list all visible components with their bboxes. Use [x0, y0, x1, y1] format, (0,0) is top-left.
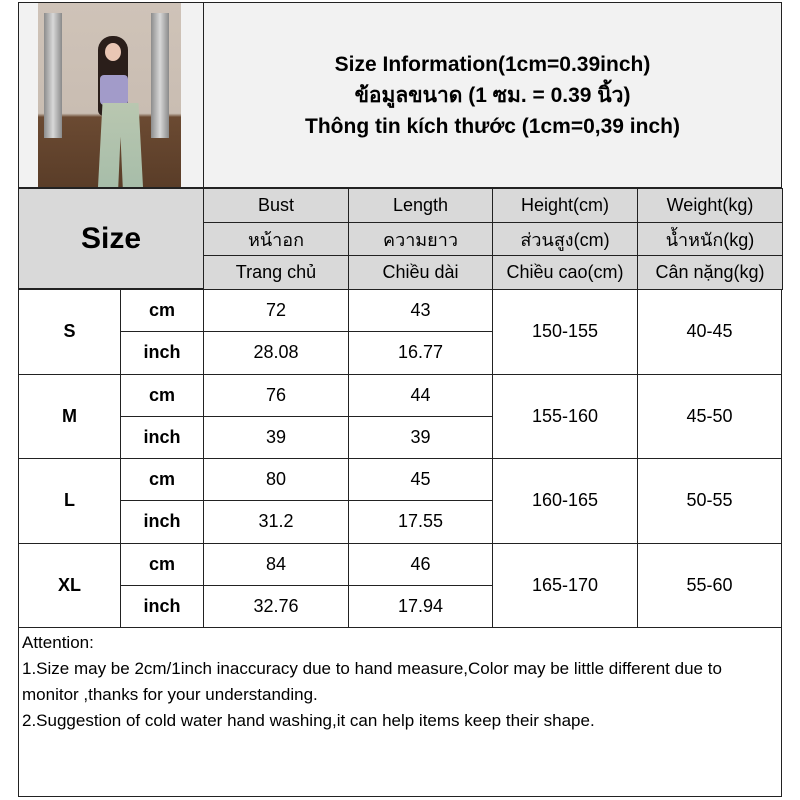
attention-notes: Attention: 1.Size may be 2cm/1inch inacc… [18, 627, 782, 797]
bust-inch: 31.2 [203, 500, 349, 544]
length-cm: 44 [348, 373, 493, 417]
attention-heading: Attention: [22, 633, 94, 652]
size-name: XL [18, 542, 121, 628]
bust-inch: 39 [203, 415, 349, 459]
weight-range: 45-50 [637, 373, 782, 459]
column-header-en: Weight(kg) [637, 188, 783, 223]
height-range: 165-170 [492, 542, 638, 628]
length-cm: 46 [348, 542, 493, 586]
bust-cm: 80 [203, 458, 349, 502]
title-english: Size Information(1cm=0.39inch) [334, 52, 651, 76]
weight-range: 40-45 [637, 289, 782, 375]
attention-note-1: 1.Size may be 2cm/1inch inaccuracy due t… [22, 659, 722, 704]
model-shirt [100, 75, 128, 105]
unit-inch: inch [120, 415, 204, 459]
column-header-vi: Trang chủ [203, 255, 349, 290]
column-header-th: หน้าอก [203, 222, 349, 256]
column-header-en: Bust [203, 188, 349, 223]
height-range: 150-155 [492, 289, 638, 375]
column-header-vi: Chiều dài [348, 255, 493, 290]
size-header: Size [18, 188, 204, 289]
column-header-vi: Chiều cao(cm) [492, 255, 638, 290]
column-header-th: ส่วนสูง(cm) [492, 222, 638, 256]
unit-inch: inch [120, 584, 204, 628]
bust-cm: 72 [203, 289, 349, 333]
bust-inch: 32.76 [203, 584, 349, 628]
length-cm: 43 [348, 289, 493, 333]
bust-cm: 84 [203, 542, 349, 586]
product-photo [38, 3, 181, 187]
height-range: 160-165 [492, 458, 638, 544]
unit-inch: inch [120, 500, 204, 544]
size-name: S [18, 289, 121, 375]
length-inch: 39 [348, 415, 493, 459]
column-header-en: Height(cm) [492, 188, 638, 223]
bust-cm: 76 [203, 373, 349, 417]
model-jeans [98, 103, 143, 187]
attention-note-2: 2.Suggestion of cold water hand washing,… [22, 711, 595, 730]
unit-cm: cm [120, 542, 204, 586]
length-inch: 16.77 [348, 331, 493, 375]
size-name: L [18, 458, 121, 544]
unit-cm: cm [120, 289, 204, 333]
column-header-th: ความยาว [348, 222, 493, 256]
size-info-title: Size Information(1cm=0.39inch) ข้อมูลขนา… [203, 2, 782, 188]
column-header-en: Length [348, 188, 493, 223]
size-name: M [18, 373, 121, 459]
column-header-vi: Cân nặng(kg) [637, 255, 783, 290]
length-inch: 17.94 [348, 584, 493, 628]
weight-range: 50-55 [637, 458, 782, 544]
title-vietnamese: Thông tin kích thước (1cm=0,39 inch) [305, 114, 680, 138]
model-face [105, 43, 121, 61]
title-thai: ข้อมูลขนาด (1 ซม. = 0.39 นิ้ว) [354, 83, 631, 107]
elevator-door-right [151, 13, 169, 138]
unit-cm: cm [120, 373, 204, 417]
column-header-th: น้ำหนัก(kg) [637, 222, 783, 256]
unit-cm: cm [120, 458, 204, 502]
height-range: 155-160 [492, 373, 638, 459]
weight-range: 55-60 [637, 542, 782, 628]
bust-inch: 28.08 [203, 331, 349, 375]
elevator-door-left [44, 13, 62, 138]
unit-inch: inch [120, 331, 204, 375]
length-cm: 45 [348, 458, 493, 502]
length-inch: 17.55 [348, 500, 493, 544]
